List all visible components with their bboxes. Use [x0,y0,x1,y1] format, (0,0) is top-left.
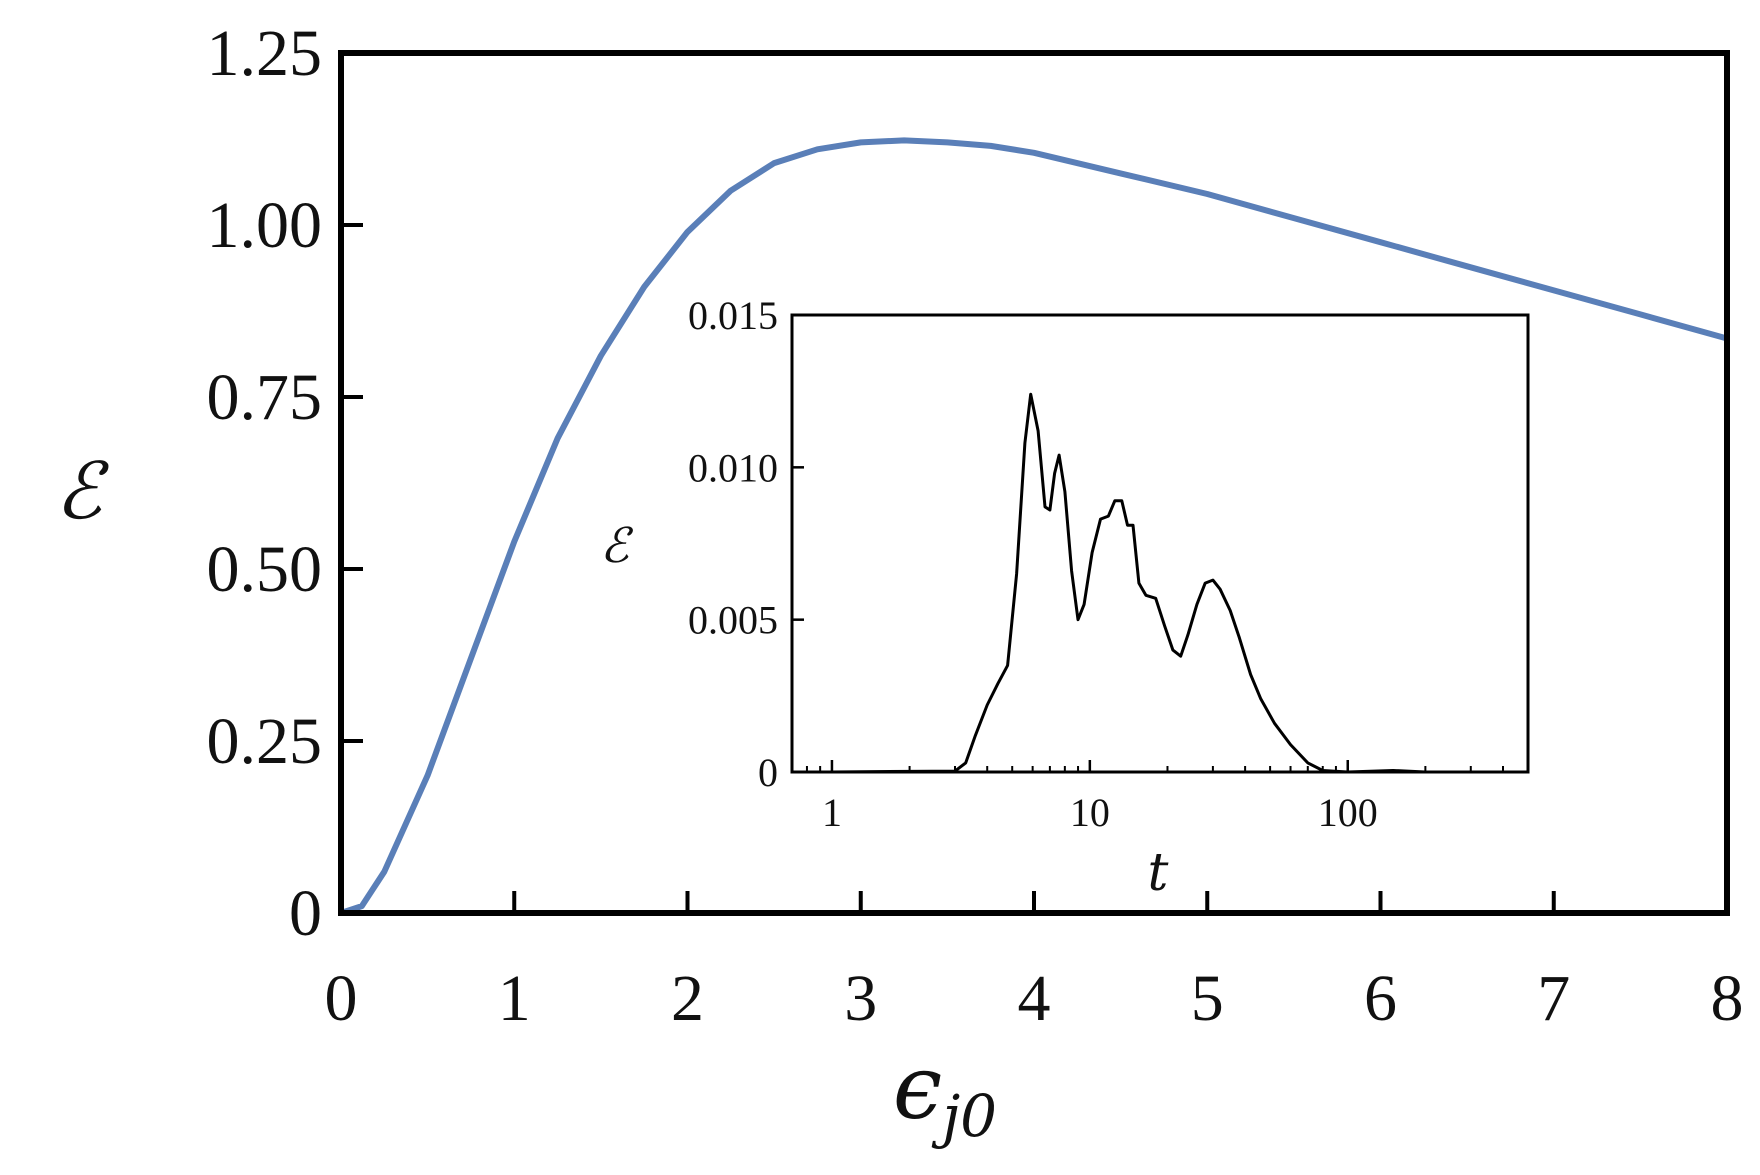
inset-x-ticks: 1 10 100 [791,760,1505,835]
main-x-tick-label: 3 [844,962,877,1035]
main-y-tick-label: 0.25 [207,705,323,778]
main-x-axis-title: ϵj0 [893,1036,997,1150]
inset-background [792,315,1528,772]
main-x-tick-label: 5 [1191,962,1224,1035]
inset-x-tick-label: 1 [822,790,842,835]
inset-series-line [792,392,1528,774]
main-y-tick-label: 1.25 [207,17,323,90]
main-x-tick-label: 2 [671,962,704,1035]
main-x-tick-label: 7 [1537,962,1570,1035]
main-x-tick-label: 6 [1364,962,1397,1035]
main-y-tick-label: 1.00 [207,189,323,262]
inset-y-tick-label: 0.015 [688,293,778,338]
main-y-ticks: 0 0.25 0.50 0.75 1.00 1.25 [207,17,363,950]
main-x-tick-label: 0 [325,962,358,1035]
main-x-tick-label: 8 [1711,962,1744,1035]
main-x-tick-label: 4 [1018,962,1051,1035]
inset-curve-layer [792,392,1528,774]
inset-y-ticks: 0 0.005 0.010 0.015 [688,293,804,795]
main-x-ticks: 0 1 2 3 4 5 6 7 8 [325,891,1744,1035]
main-y-tick-label: 0 [289,877,322,950]
main-x-tick-label: 1 [498,962,531,1035]
inset-y-axis-title: ℰ [600,518,634,574]
inset-chart: 1 10 100 0 0.005 0.010 0.015 ℰ t [600,293,1530,903]
main-series-line [340,137,1728,916]
inset-x-axis-title: t [1148,843,1169,903]
main-x-axis-title-symbol: ϵ [893,1036,942,1139]
inset-plot-frame [790,313,1530,774]
inset-y-tick-label: 0 [758,750,778,795]
main-y-tick-label: 0.50 [207,533,323,606]
main-y-tick-label: 0.75 [207,361,323,434]
inset-y-tick-label: 0.010 [688,445,778,490]
main-x-axis-title-subscript: j0 [931,1082,997,1150]
main-y-axis-title: ℰ [55,447,110,537]
inset-x-tick-label: 10 [1070,790,1110,835]
inset-x-tick-label: 100 [1318,790,1378,835]
inset-y-tick-label: 0.005 [688,598,778,643]
main-curve-layer [340,137,1728,916]
